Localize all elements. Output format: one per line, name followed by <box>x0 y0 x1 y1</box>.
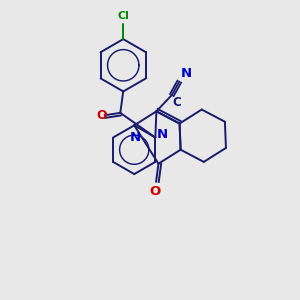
Text: Cl: Cl <box>117 11 129 21</box>
Text: N: N <box>157 128 168 141</box>
Text: N: N <box>129 131 140 144</box>
Text: C: C <box>172 97 181 110</box>
Text: O: O <box>150 185 161 198</box>
Text: O: O <box>96 109 106 122</box>
Text: N: N <box>181 67 192 80</box>
